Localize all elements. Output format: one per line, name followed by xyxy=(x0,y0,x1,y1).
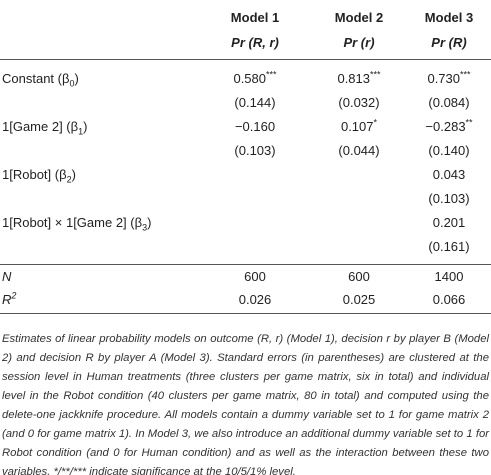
cell: (0.140) xyxy=(428,143,469,159)
column-outcome: Pr (R, r) xyxy=(231,35,279,50)
cell-stars: *** xyxy=(370,69,381,80)
label-text: 1[Game 2] (β xyxy=(2,119,79,134)
label-text: N xyxy=(2,269,12,284)
cell-value: −0.283 xyxy=(425,119,466,134)
cell: 600 xyxy=(244,269,266,285)
cell: 0.813*** xyxy=(337,69,381,87)
cell: 0.025 xyxy=(343,292,376,308)
cell: 1400 xyxy=(435,269,464,285)
cell: (0.144) xyxy=(234,95,275,111)
cell-value: 0.026 xyxy=(238,292,272,307)
cell-stars: *** xyxy=(266,69,277,80)
cell: 0.026 xyxy=(239,292,272,308)
cell-value: 600 xyxy=(244,269,266,284)
cell-value: (0.032) xyxy=(338,95,380,110)
label-subscript: 3 xyxy=(142,222,148,233)
cell-value: 0.580 xyxy=(233,71,267,86)
row-label: 1[Robot] × 1[Game 2] (β3) xyxy=(2,215,152,233)
column-model: Model 1 xyxy=(230,10,280,25)
column-model: Model 3 xyxy=(424,10,474,25)
row-label: R2 xyxy=(2,290,17,308)
label-text: ) xyxy=(71,167,76,182)
cell: 0.107* xyxy=(340,117,378,135)
label-text: ) xyxy=(83,119,88,134)
cell-value: 1400 xyxy=(434,269,464,284)
column-model: Model 2 xyxy=(334,10,384,25)
header-rule xyxy=(0,59,491,60)
label-text: ) xyxy=(147,215,152,230)
caption: Estimates of linear probability models o… xyxy=(2,333,489,475)
cell: (0.103) xyxy=(428,191,469,207)
cell: (0.161) xyxy=(428,239,469,255)
label-text: 1[Robot] (β xyxy=(2,167,67,182)
column-outcome: Pr (R) xyxy=(431,35,467,50)
cell: (0.084) xyxy=(428,95,469,111)
label-text: ) xyxy=(74,71,79,86)
cell-value: 0.043 xyxy=(432,167,466,182)
label-superscript: 2 xyxy=(11,290,17,301)
cell-value: 0.066 xyxy=(432,292,466,307)
cell-value: 0.813 xyxy=(337,71,371,86)
cell: 600 xyxy=(348,269,370,285)
row-label: 1[Game 2] (β1) xyxy=(2,119,88,137)
cell: 0.580*** xyxy=(233,69,277,87)
cell-stars: *** xyxy=(460,69,471,80)
bottom-rule xyxy=(0,313,491,314)
column-outcome: Pr (r) xyxy=(343,35,375,50)
cell-value: −0.160 xyxy=(234,119,276,134)
cell-value: (0.084) xyxy=(428,95,470,110)
cell: (0.044) xyxy=(338,143,379,159)
cell: 0.066 xyxy=(433,292,466,308)
cell-value: (0.144) xyxy=(234,95,276,110)
row-label: 1[Robot] (β2) xyxy=(2,167,76,185)
label-subscript: 0 xyxy=(69,78,75,89)
label-text: R xyxy=(2,292,12,307)
label-text: 1[Robot] × 1[Game 2] (β xyxy=(2,215,143,230)
cell-value: 0.730 xyxy=(427,71,461,86)
cell: (0.103) xyxy=(234,143,275,159)
cell-value: (0.044) xyxy=(338,143,380,158)
cell: 0.043 xyxy=(433,167,466,183)
cell-value: 0.201 xyxy=(432,215,466,230)
label-text: Constant (β xyxy=(2,71,70,86)
cell-stars: ** xyxy=(465,117,473,128)
row-label: Constant (β0) xyxy=(2,71,79,89)
row-label: N xyxy=(2,269,11,285)
stats-rule xyxy=(0,264,491,265)
cell-value: (0.103) xyxy=(428,191,470,206)
cell-value: (0.161) xyxy=(428,239,470,254)
cell-stars: * xyxy=(373,117,378,128)
cell: −0.283** xyxy=(425,117,473,135)
cell: −0.160 xyxy=(235,119,275,135)
cell-value: 0.025 xyxy=(342,292,376,307)
cell-value: 600 xyxy=(348,269,370,284)
cell-value: (0.103) xyxy=(234,143,276,158)
cell: 0.201 xyxy=(433,215,466,231)
cell-value: (0.140) xyxy=(428,143,470,158)
cell: 0.730*** xyxy=(427,69,471,87)
label-subscript: 1 xyxy=(78,126,84,137)
cell: (0.032) xyxy=(338,95,379,111)
cell-value: 0.107 xyxy=(340,119,374,134)
label-subscript: 2 xyxy=(66,174,72,185)
